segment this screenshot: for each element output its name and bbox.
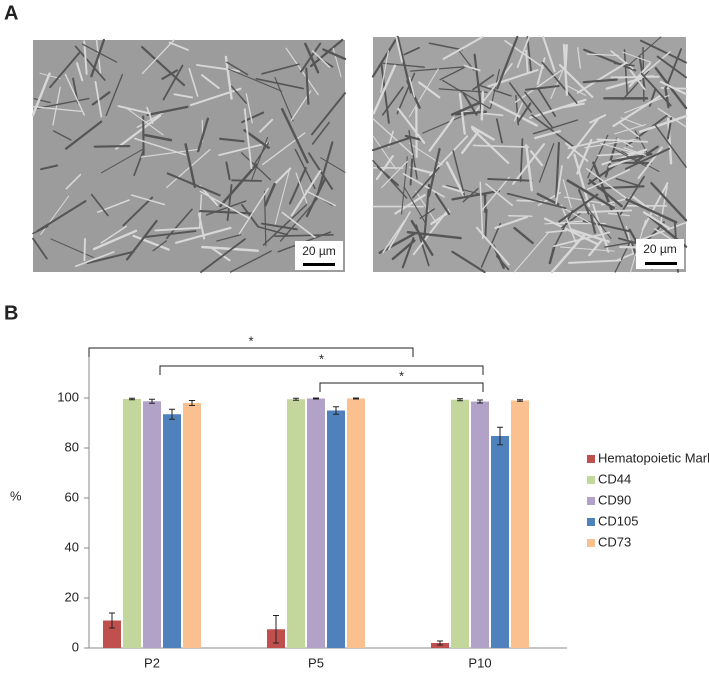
legend-swatch <box>587 539 595 547</box>
bar <box>471 402 489 649</box>
bar <box>123 399 141 648</box>
bracket <box>160 366 483 375</box>
panel-label: A <box>4 2 18 24</box>
legend-swatch <box>587 455 595 463</box>
significance: * <box>248 333 253 348</box>
y-axis-label: % <box>10 488 22 503</box>
bar <box>451 400 469 648</box>
cell <box>95 146 130 147</box>
cell <box>485 210 486 238</box>
bar <box>491 436 509 648</box>
legend-label: Hematopoietic Markers <box>598 450 709 465</box>
bar <box>143 401 161 648</box>
scale-label: 20 µm <box>302 244 336 258</box>
panel-label: B <box>4 302 18 324</box>
significance: * <box>399 368 404 383</box>
y-tick-label: 100 <box>57 389 79 404</box>
x-tick-label: P2 <box>144 655 160 670</box>
bracket <box>320 383 483 392</box>
x-tick-label: P5 <box>308 655 324 670</box>
legend-label: CD73 <box>598 534 631 549</box>
y-tick-label: 0 <box>72 639 79 654</box>
y-tick-label: 40 <box>65 539 79 554</box>
bar <box>347 399 365 649</box>
cell <box>611 77 659 78</box>
error-bar <box>313 398 319 399</box>
micrograph <box>373 37 686 272</box>
cell <box>232 180 261 181</box>
legend-swatch <box>587 497 595 505</box>
legend-label: CD44 <box>598 471 631 486</box>
scale-bar <box>645 262 677 265</box>
legend-swatch <box>587 518 595 526</box>
legend-label: CD105 <box>598 513 638 528</box>
x-tick-label: P10 <box>468 655 491 670</box>
bar <box>307 399 325 649</box>
significance: * <box>319 351 324 366</box>
scale-bar <box>303 263 335 266</box>
bar <box>511 401 529 649</box>
bracket <box>89 348 413 357</box>
cell <box>84 239 85 260</box>
legend-label: CD90 <box>598 492 631 507</box>
bar <box>287 399 305 648</box>
y-tick-label: 20 <box>65 589 79 604</box>
error-bar <box>353 398 359 399</box>
y-tick-label: 60 <box>65 489 79 504</box>
bar <box>163 414 181 648</box>
micrograph <box>33 40 345 272</box>
cell <box>485 195 486 212</box>
y-tick-label: 80 <box>65 439 79 454</box>
bar <box>327 411 345 649</box>
cell <box>482 92 483 119</box>
scale-label: 20 µm <box>643 242 677 256</box>
legend-swatch <box>587 476 595 484</box>
cell <box>566 45 567 66</box>
bar <box>183 403 201 648</box>
